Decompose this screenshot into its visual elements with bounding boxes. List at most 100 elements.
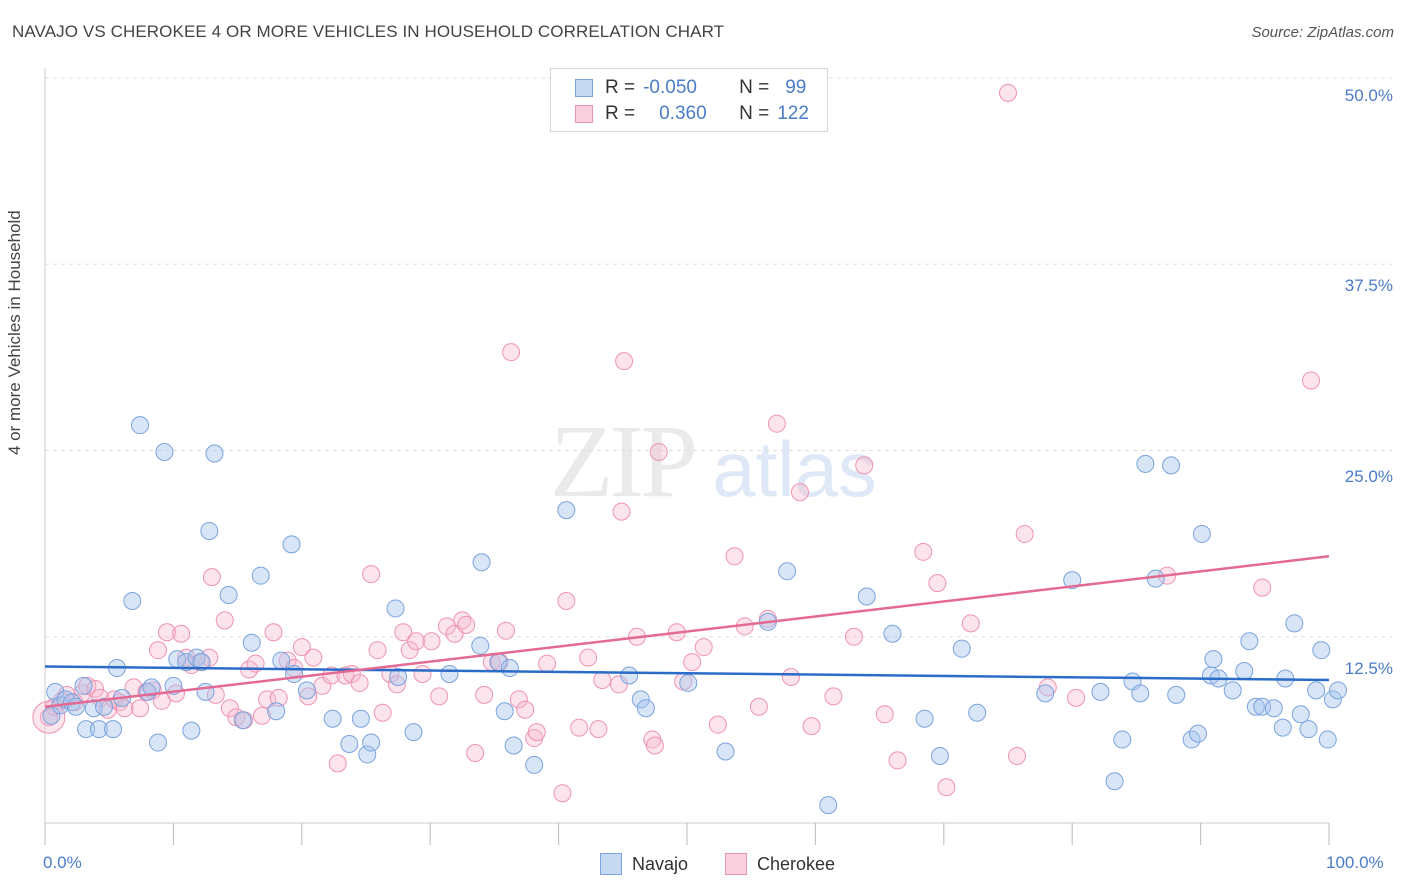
cherokee-point-48	[350, 673, 369, 692]
cherokee-point-108	[937, 778, 956, 797]
cherokee-point-73	[527, 723, 546, 742]
navajo-point-92	[1273, 718, 1292, 737]
cherokee-point-34	[252, 706, 271, 725]
navajo-point-96	[1299, 720, 1318, 739]
cherokee-point-59	[430, 687, 449, 706]
y-tick-25: 25.0%	[1344, 467, 1393, 486]
cherokee-point-75	[553, 784, 572, 803]
cherokee-point-76	[557, 591, 576, 610]
cherokee-point-109	[961, 614, 980, 633]
cherokee-point-64	[466, 743, 485, 762]
cherokee-point-42	[304, 648, 323, 667]
cherokee-point-14	[131, 699, 150, 718]
cherokee-point-35	[258, 690, 277, 709]
navajo-point-35	[272, 651, 291, 670]
y-tick-12-5: 12.5%	[1344, 659, 1393, 678]
navajo-point-51	[500, 659, 519, 678]
source-label: Source: ZipAtlas.com	[1251, 24, 1394, 41]
navajo-point-40	[351, 709, 370, 728]
navajo-point-81	[1189, 724, 1208, 743]
cherokee-point-12	[115, 699, 134, 718]
navajo-point-84	[1204, 650, 1223, 669]
navajo-point-31	[242, 633, 261, 652]
cherokee-point-50	[368, 641, 387, 660]
navajo-point-1	[46, 682, 65, 701]
navajo-point-14	[123, 591, 142, 610]
navajo-point-45	[404, 723, 423, 742]
navajo-n-value: 99	[785, 77, 807, 98]
navajo-point-90	[1253, 697, 1272, 716]
cherokee-point-117	[999, 83, 1017, 102]
y-axis-label: 4 or more Vehicles in Household	[5, 210, 24, 455]
cherokee-legend-label: Cherokee	[757, 853, 836, 874]
navajo-point-87	[1235, 662, 1254, 681]
cherokee-point-93	[725, 547, 744, 566]
navajo-point-76	[1136, 454, 1155, 473]
navajo-point-52	[504, 736, 523, 755]
navajo-point-18	[148, 733, 167, 752]
navajo-point-10	[95, 697, 114, 716]
legend-row-navajo: R = -0.050 N = 99	[575, 77, 806, 99]
navajo-point-82	[1192, 524, 1211, 543]
navajo-legend-swatch	[600, 853, 622, 875]
navajo-point-32	[251, 566, 270, 585]
cherokee-point-116	[1302, 371, 1321, 390]
cherokee-point-28	[215, 611, 234, 630]
cherokee-point-86	[645, 736, 664, 755]
cherokee-point-81	[609, 675, 628, 694]
navajo-point-100	[1323, 690, 1342, 709]
navajo-point-56	[631, 690, 650, 709]
cherokee-r-label: R =	[605, 103, 636, 124]
navajo-point-58	[679, 673, 698, 692]
cherokee-point-100	[802, 717, 821, 736]
cherokee-point-91	[694, 638, 713, 657]
legend-item-cherokee: Cherokee	[725, 851, 835, 877]
navajo-point-67	[952, 639, 971, 658]
cherokee-point-71	[516, 700, 535, 719]
cherokee-point-107	[928, 574, 947, 593]
cherokee-trend-line	[44, 555, 1330, 709]
navajo-point-99	[1318, 730, 1337, 749]
navajo-point-22	[177, 653, 196, 672]
cherokee-n-label: N =	[739, 103, 770, 124]
navajo-point-39	[340, 735, 359, 754]
navajo-point-27	[200, 521, 219, 540]
cherokee-point-111	[1015, 524, 1034, 543]
trend-lines	[44, 555, 1330, 709]
navajo-point-77	[1146, 569, 1165, 588]
cherokee-point-69	[502, 343, 521, 362]
navajo-point-5	[66, 697, 85, 716]
cherokee-point-56	[407, 632, 426, 651]
navajo-point-71	[1091, 682, 1110, 701]
navajo-point-30	[233, 711, 252, 730]
grid-lines	[45, 77, 1392, 638]
cherokee-point-80	[593, 670, 612, 689]
navajo-points	[42, 416, 1347, 815]
navajo-point-54	[557, 501, 576, 520]
legend-item-navajo: Navajo	[600, 851, 688, 877]
navajo-point-11	[104, 720, 123, 739]
navajo-point-73	[1113, 730, 1132, 749]
cherokee-point-105	[888, 751, 907, 770]
cherokee-point-40	[292, 638, 311, 657]
navajo-point-26	[196, 682, 215, 701]
navajo-point-101	[1328, 681, 1347, 700]
cherokee-r-value: 0.360	[659, 103, 707, 124]
cherokee-point-29	[220, 699, 239, 718]
navajo-point-50	[495, 702, 514, 721]
cherokee-point-95	[749, 697, 768, 716]
cherokee-point-36	[264, 623, 283, 642]
x-tick-100: 100.0%	[1326, 853, 1384, 872]
navajo-point-17	[142, 678, 161, 697]
watermark: ZIP atlas	[550, 402, 877, 521]
navajo-point-25	[192, 653, 211, 672]
y-tick-37-5: 37.5%	[1344, 276, 1393, 295]
navajo-point-28	[205, 444, 224, 463]
navajo-point-65	[915, 709, 934, 728]
navajo-point-44	[389, 667, 408, 686]
cherokee-point-68	[496, 621, 515, 640]
axes	[44, 68, 1330, 845]
navajo-point-59	[716, 742, 735, 761]
navajo-point-69	[1036, 684, 1055, 703]
